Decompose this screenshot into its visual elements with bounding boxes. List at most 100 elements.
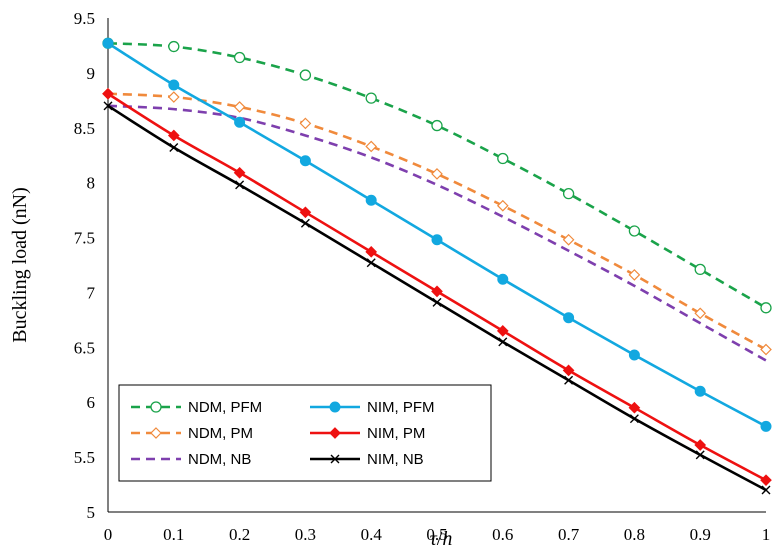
y-tick-label: 6 [87, 393, 96, 412]
data-point-ndm-pfm [431, 119, 443, 132]
data-point-ndm-pm [760, 343, 772, 356]
data-point-nim-nb [235, 180, 245, 190]
legend-item-nim-nb: NIM, NB [310, 451, 424, 468]
legend-label: NDM, NB [188, 451, 251, 468]
legend-label: NIM, PM [367, 425, 425, 442]
legend-box [118, 384, 492, 482]
series-line-ndm-pfm [107, 41, 767, 309]
data-point-nim-nb [300, 218, 310, 228]
y-tick-label: 7 [87, 283, 96, 302]
series-line-ndm-pm [107, 92, 767, 351]
data-point-nim-nb [629, 414, 639, 424]
data-point-nim-pfm [694, 385, 706, 397]
y-tick-label: 5 [87, 503, 96, 522]
legend-item-nim-pfm: NIM, PFM [310, 399, 435, 416]
legend-marker [150, 401, 162, 413]
data-point-ndm-pfm [299, 69, 312, 81]
legend-label: NIM, PFM [367, 399, 435, 416]
x-tick-label: 0.8 [624, 525, 645, 544]
data-point-ndm-pfm [233, 51, 246, 64]
x-axis-label-h: h [442, 528, 452, 550]
legend-item-nim-pm: NIM, PM [310, 425, 425, 442]
data-point-nim-pm [496, 325, 509, 337]
x-tick-label: 0.5 [426, 525, 447, 544]
data-point-nim-nb [366, 258, 376, 268]
legend-label: NDM, PM [188, 425, 253, 442]
x-tick-label: 0.6 [492, 525, 513, 544]
plot-area: 5 5.5 6 6.5 7 7.5 8 8.5 9 9.5 0 0.1 0.2 0.3 0.4 0.5 0.6… [74, 9, 772, 544]
data-point-ndm-pfm [628, 225, 641, 237]
x-tick-label: 0.2 [229, 525, 250, 544]
data-point-ndm-pm [233, 101, 246, 113]
data-point-nim-pm [694, 439, 707, 451]
legend-label: NIM, NB [367, 451, 424, 468]
legend: NDM, PFM NIM, PFM NDM, PM NIM, PM NDM, NB NIM… [118, 384, 492, 482]
series-line-ndm-nb [107, 104, 767, 362]
data-point-ndm-pm [167, 91, 180, 103]
data-point-nim-pm [760, 474, 772, 487]
data-point-ndm-pfm [760, 302, 772, 314]
data-point-nim-pm [562, 364, 575, 377]
x-axis-label-tau: τ [430, 528, 438, 550]
data-point-ndm-pfm [562, 187, 575, 200]
x-tick-label: 0.7 [558, 525, 580, 544]
legend-item-ndm-nb: NDM, NB [131, 451, 251, 468]
data-point-nim-pfm [365, 194, 377, 206]
data-point-nim-pm [299, 206, 312, 219]
y-tick-label: 7.5 [74, 229, 95, 248]
data-point-nim-pfm [299, 155, 311, 167]
data-point-nim-pfm [431, 234, 443, 246]
data-point-ndm-pfm [694, 263, 706, 276]
data-point-ndm-pm [431, 168, 443, 180]
data-point-ndm-pfm [497, 152, 509, 165]
data-point-ndm-pm [694, 307, 707, 320]
data-point-nim-pm [233, 166, 246, 179]
data-point-nim-nb [169, 143, 179, 153]
legend-item-ndm-pm: NDM, PM [131, 425, 253, 442]
x-tick-labels: 0 0.1 0.2 0.3 0.4 0.5 0.6 0.7 0.8 0.9 1 [104, 525, 771, 544]
y-tick-labels: 5 5.5 6 6.5 7 7.5 8 8.5 9 9.5 [74, 9, 96, 522]
data-point-nim-nb [695, 450, 705, 460]
data-point-nim-pm [628, 401, 641, 414]
data-point-nim-pfm [168, 79, 180, 91]
data-point-nim-nb [103, 101, 113, 111]
legend-marker [329, 401, 341, 413]
legend-marker [150, 427, 162, 439]
data-point-nim-nb [498, 337, 508, 347]
data-point-nim-pfm [234, 116, 246, 128]
data-point-nim-pfm [628, 349, 640, 361]
y-tick-label: 5.5 [74, 448, 95, 467]
y-tick-label: 8 [87, 174, 96, 193]
data-point-nim-nb [761, 485, 771, 495]
data-point-ndm-pm [299, 117, 312, 130]
x-axis-label-separator: / [437, 528, 443, 550]
data-point-ndm-pm [562, 233, 575, 246]
data-point-nim-pm [365, 245, 378, 258]
data-point-ndm-pfm [365, 92, 377, 104]
data-point-ndm-pm [496, 199, 509, 212]
data-point-nim-pm [102, 87, 114, 100]
legend-marker [329, 427, 341, 439]
x-axis-label: τ/h [430, 528, 453, 550]
data-point-nim-pfm [760, 420, 772, 432]
data-point-nim-pm [167, 129, 180, 142]
data-point-nim-nb [432, 297, 442, 307]
x-tick-label: 1 [762, 525, 771, 544]
data-point-nim-nb [564, 375, 574, 385]
x-tick-label: 0 [104, 525, 113, 544]
y-tick-label: 9 [87, 64, 96, 83]
data-point-nim-pm [431, 285, 443, 298]
x-tick-label: 0.1 [163, 525, 184, 544]
y-tick-label: 8.5 [74, 119, 95, 138]
data-point-nim-pfm [102, 37, 114, 49]
series-markers [102, 37, 772, 495]
legend-marker [330, 454, 340, 464]
y-tick-label: 9.5 [74, 9, 95, 28]
y-axis-label: Buckling load (nN) [9, 187, 31, 343]
data-point-ndm-pm [365, 140, 378, 153]
y-tick-label: 6.5 [74, 338, 95, 357]
data-point-nim-pfm [497, 273, 509, 285]
legend-label: NDM, PFM [188, 399, 262, 416]
x-tick-label: 0.9 [690, 525, 711, 544]
